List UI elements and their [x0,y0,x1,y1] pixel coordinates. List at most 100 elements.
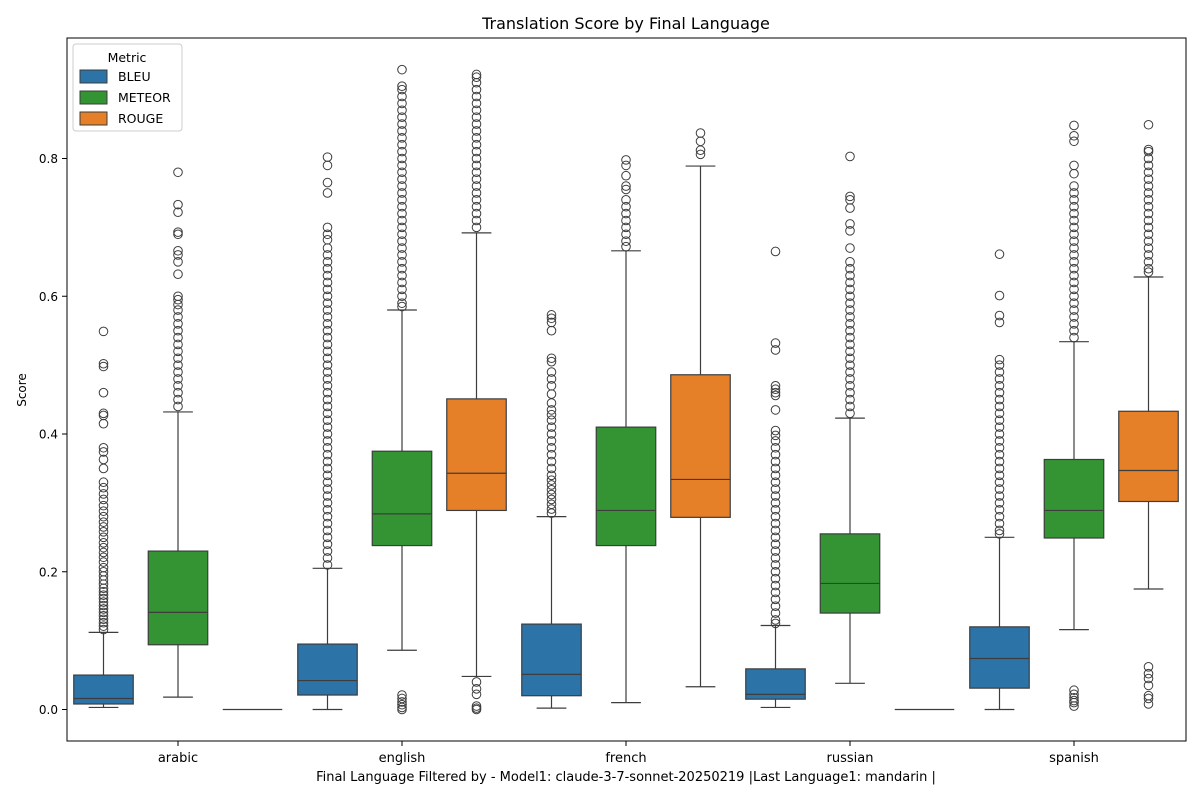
box-bleu-french-outlier [546,356,557,367]
box-bleu-english-outlier [322,525,333,536]
box-meteor-spanish-outlier [1069,208,1079,219]
box-bleu-spanish-outlier [994,449,1005,460]
box-bleu-russian-outlier [770,539,781,550]
box-rouge-english-outlier [471,153,482,164]
box-meteor-russian-outlier [845,401,855,412]
box-bleu-english-outlier [322,449,333,460]
box-bleu-russian-outlier [770,491,781,501]
box-rouge-english [446,69,507,715]
box-bleu-arabic-outlier [98,579,109,589]
box-meteor-russian-outlier [845,394,855,405]
box-bleu-french-outlier [546,353,557,364]
box-meteor-russian-outlier [845,325,855,336]
box-rouge-english-iqr-box [446,398,507,512]
box-meteor-english-outlier [397,153,407,164]
box-meteor-arabic-outlier [173,360,183,370]
box-bleu-arabic [73,326,134,709]
box-meteor-english-outlier [397,250,407,260]
box-bleu-russian-outlier [770,532,781,543]
box-meteor-english-outlier [397,243,407,253]
box-bleu-spanish-outlier [994,387,1005,398]
box-bleu-russian-outlier [770,430,781,441]
box-bleu-french-outlier [546,470,557,481]
box-meteor-spanish-outlier [1069,250,1079,260]
box-bleu-english-outlier [322,188,333,198]
box-meteor-french-outlier [621,195,631,205]
box-meteor-russian-iqr-box [819,533,881,614]
box-meteor-russian-outlier [845,284,855,295]
box-bleu-russian-outlier [770,573,781,584]
box-bleu-spanish-outlier [994,504,1005,515]
box-bleu-arabic-outlier [98,494,109,505]
box-bleu-english-outlier [322,346,333,357]
box-meteor-spanish-outlier [1069,312,1079,322]
box-bleu-french-outlier [546,325,557,336]
box-meteor-russian-outlier [845,360,855,370]
box-rouge-french-iqr-box [670,374,731,518]
box-meteor-french-outlier [621,181,631,191]
box-meteor-spanish-outlier [1069,130,1079,141]
box-bleu-english-outlier [322,277,333,288]
box-meteor-english-iqr-box [371,450,433,547]
box-bleu-russian-outlier [770,498,781,508]
box-meteor-english-outlier [397,277,407,288]
box-rouge-spanish-outlier [1143,188,1154,198]
box-bleu-french-outlier [546,484,557,495]
box-meteor-english-outlier [397,229,407,240]
box-meteor-spanish-outlier [1069,325,1079,336]
box-bleu-russian-outlier [770,608,781,618]
box-bleu-spanish-outlier [994,477,1005,488]
box-meteor-russian-outlier [845,353,855,364]
box-bleu-spanish-outlier [994,518,1005,529]
box-bleu-arabic-outlier [98,611,109,621]
box-bleu-french-outlier [546,504,557,514]
legend-label-rouge: ROUGE [118,111,163,126]
box-meteor-english-outlier [397,284,407,295]
box-meteor-english-outlier [397,301,407,312]
box-meteor-english-outlier [397,208,407,219]
box-rouge-spanish-outlier [1143,693,1154,704]
box-meteor-english-outlier [397,133,407,143]
box-rouge-spanish-outlier [1143,195,1154,205]
box-bleu-russian-outlier [770,560,781,570]
box-meteor-russian-outlier [845,257,855,267]
box-bleu-spanish-outlier [994,317,1005,328]
box-meteor-spanish-outlier [1069,136,1079,147]
box-meteor-russian-outlier [845,203,855,213]
box-rouge-english-outlier [471,84,482,95]
box-rouge-spanish-outlier [1143,167,1154,178]
box-bleu-arabic-outlier [98,583,109,594]
box-meteor-arabic-outlier [173,167,183,178]
box-bleu-russian-outlier [770,384,781,395]
box-meteor-english-outlier [397,201,407,212]
box-meteor-english-outlier [397,126,407,136]
box-rouge-english-outlier [471,146,482,157]
box-rouge-english-outlier [471,704,482,715]
box-meteor-english-outlier [397,84,407,95]
box-meteor-spanish-outlier [1069,222,1079,233]
box-rouge-english-outlier [471,91,482,102]
box-rouge-spanish-outlier [1143,119,1154,130]
box-meteor-spanish-outlier [1069,120,1079,131]
box-bleu-arabic-outlier [98,538,109,548]
box-rouge-spanish-outlier [1143,153,1154,164]
box-rouge-spanish [1118,119,1179,709]
legend-label-meteor: METEOR [118,90,171,105]
box-bleu-russian-outlier [770,470,781,481]
box-meteor-english-outlier [397,263,407,274]
box-meteor-french-outlier [621,208,631,219]
box-meteor-spanish-outlier [1069,257,1079,267]
box-bleu-english-outlier [322,498,333,508]
box-meteor-french-outlier [621,155,631,165]
box-rouge-french-outlier [695,149,706,160]
box-bleu-arabic-outlier [98,527,109,537]
box-bleu-english-outlier [322,229,333,240]
box-meteor-english-outlier [397,174,407,184]
box-rouge-spanish-outlier [1143,236,1154,246]
box-bleu-english-outlier [322,484,333,494]
box-meteor-spanish-outlier [1069,215,1079,226]
box-meteor-french-outlier [621,160,631,171]
x-axis: arabic english french russian spanish [158,741,1099,766]
box-bleu-arabic-outlier [98,511,109,522]
box-bleu-spanish-outlier [994,408,1005,419]
